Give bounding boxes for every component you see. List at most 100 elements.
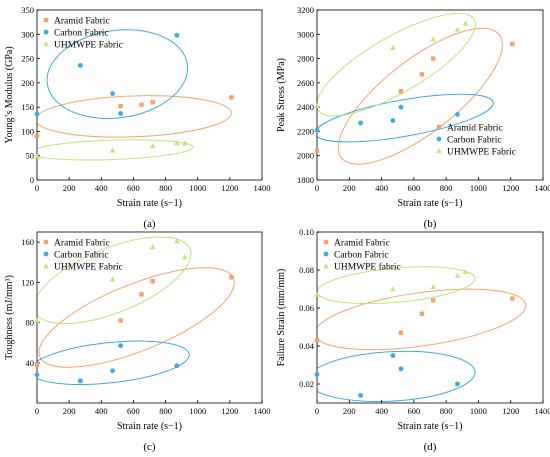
- aramid-data-point: [398, 89, 404, 94]
- x-tick-label: 400: [95, 406, 108, 416]
- x-tick-label: 1400: [535, 183, 550, 193]
- x-tick-label: 800: [440, 406, 453, 416]
- y-tick-label: 2600: [297, 78, 314, 88]
- aramid-data-point: [229, 275, 234, 280]
- x-tick-label: 600: [127, 406, 140, 416]
- carbon-legend-marker: [323, 251, 329, 257]
- aramid-legend-label: Aramid Fabric: [54, 239, 110, 249]
- uhmwpe-data-point: [34, 153, 40, 159]
- carbon-data-point: [34, 372, 40, 378]
- aramid-ellipse: [317, 288, 527, 351]
- carbon-data-point: [34, 111, 40, 117]
- panel-b-legend: Aramid Fabric Carbon Fabric UHMWPE Fabric: [436, 124, 516, 158]
- x-tick-label: 0: [315, 406, 319, 416]
- panel-label: (c): [143, 441, 156, 453]
- carbon-data-point: [390, 353, 396, 358]
- carbon-data-point: [390, 118, 396, 123]
- uhmwpe-legend-label: UHMWPE Fabric: [54, 263, 123, 273]
- carbon-legend-label: Carbon Fabric: [54, 251, 109, 261]
- aramid-data-point: [34, 133, 40, 138]
- x-axis-label: Strain rate (s−1): [397, 198, 462, 209]
- carbon-data-point: [174, 32, 180, 38]
- y-tick-label: 3000: [297, 29, 314, 39]
- x-tick-label: 1000: [189, 183, 206, 193]
- panel-label: (b): [424, 218, 437, 230]
- panel-c: 0 200 400 600 800 1000 1200 1400 40 80 120 160 Strai…: [4, 231, 271, 453]
- y-tick-label: 0.04: [299, 341, 315, 351]
- y-tick-label: 0: [30, 175, 34, 185]
- y-tick-label: 200: [21, 78, 34, 88]
- y-tick-label: 2800: [297, 54, 314, 64]
- carbon-data-point: [77, 62, 83, 68]
- y-tick-label: 80: [26, 318, 35, 328]
- uhmwpe-data-point: [174, 238, 180, 244]
- x-tick-label: 1000: [189, 406, 206, 416]
- panel-c-legend: Aramid Fabric Carbon Fabric UHMWPE Fabric: [43, 239, 123, 273]
- panel-b-axes-frame: [316, 9, 544, 181]
- x-tick-label: 0: [35, 183, 39, 193]
- y-tick-label: 50: [26, 151, 35, 161]
- uhmwpe-legend-marker: [43, 263, 49, 269]
- x-tick-label: 200: [343, 406, 356, 416]
- x-axis-label: Strain rate (s−1): [117, 421, 182, 432]
- uhmwpe-data-point: [430, 284, 437, 290]
- aramid-ellipse: [337, 27, 503, 165]
- x-tick-label: 1000: [470, 183, 487, 193]
- uhmwpe-legend-label: UHMWPE Fabric: [54, 41, 123, 51]
- uhmwpe-data-point: [454, 272, 461, 278]
- aramid-legend-marker: [436, 124, 442, 130]
- aramid-data-point: [229, 95, 234, 100]
- carbon-data-point: [358, 120, 363, 126]
- uhmwpe-data-point: [174, 140, 180, 146]
- x-tick-label: 0: [35, 406, 39, 416]
- uhmwpe-data-point: [149, 244, 156, 250]
- y-tick-label: 3200: [297, 5, 314, 15]
- x-tick-label: 800: [440, 183, 453, 193]
- aramid-data-point: [314, 338, 320, 343]
- panel-a-axes-frame: [36, 9, 263, 181]
- x-tick-label: 1200: [502, 183, 519, 193]
- uhmwpe-legend-marker: [323, 263, 329, 269]
- panel-d-axes-frame: [316, 231, 544, 404]
- y-tick-label: 160: [21, 237, 34, 247]
- carbon-data-point: [358, 393, 363, 398]
- aramid-legend-marker: [43, 239, 49, 245]
- y-axis-label: Toughness (mJ/mm³): [4, 275, 15, 360]
- x-tick-label: 1000: [470, 406, 487, 416]
- uhmwpe-legend-label: UHMWPE fabric: [334, 262, 401, 273]
- x-axis-label: Strain rate (s−1): [117, 198, 182, 209]
- carbon-data-point: [174, 363, 180, 369]
- uhmwpe-data-point: [454, 26, 461, 32]
- uhmwpe-data-point: [314, 291, 320, 297]
- uhmwpe-ellipse: [317, 12, 477, 117]
- aramid-data-point: [431, 56, 436, 61]
- uhmwpe-ellipse: [37, 236, 192, 325]
- panel-label: (a): [143, 218, 156, 230]
- uhmwpe-data-point: [109, 276, 116, 282]
- carbon-ellipse: [46, 29, 189, 120]
- x-tick-label: 200: [63, 406, 76, 416]
- x-axis-label: Strain rate (s−1): [397, 421, 462, 432]
- uhmwpe-legend-marker: [436, 148, 442, 154]
- x-tick-label: 0: [315, 183, 319, 193]
- panel-d: 0 200 400 600 800 1000 1200 1400 0.02 0.04 0.06 0.0…: [276, 227, 550, 453]
- y-tick-label: 2400: [297, 102, 314, 112]
- x-tick-label: 400: [375, 183, 388, 193]
- carbon-data-point: [314, 372, 320, 377]
- aramid-legend-marker: [323, 239, 329, 245]
- carbon-data-point: [110, 368, 115, 374]
- aramid-data-point: [431, 298, 436, 303]
- x-tick-label: 200: [63, 183, 76, 193]
- aramid-data-point: [118, 103, 123, 109]
- panel-a: 0 200 400 600 800 1000 1200 1400 0 50 100 150 200 250…: [4, 5, 271, 230]
- panel-c-axes-frame: [36, 231, 263, 404]
- y-axis-label: Young’s Modulus (GPa): [4, 46, 15, 143]
- carbon-legend-marker: [43, 251, 49, 257]
- carbon-legend-label: Carbon Fabric: [334, 251, 389, 261]
- x-tick-label: 1400: [535, 406, 550, 416]
- carbon-data-point: [77, 378, 83, 384]
- y-tick-label: 150: [21, 102, 34, 112]
- x-tick-label: 400: [95, 183, 108, 193]
